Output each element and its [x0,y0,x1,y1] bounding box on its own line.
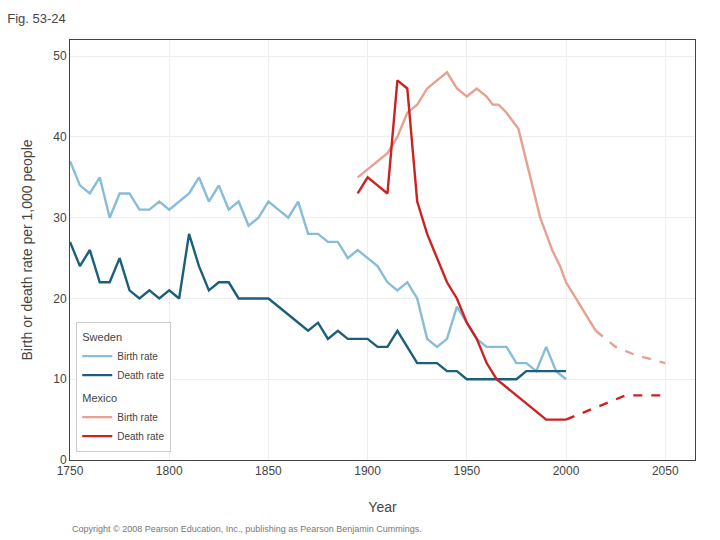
svg-text:Mexico: Mexico [82,392,117,404]
svg-text:Copyright © 2008 Pearson Educa: Copyright © 2008 Pearson Education, Inc.… [72,524,422,534]
svg-text:1900: 1900 [354,464,381,478]
svg-text:Death rate: Death rate [117,370,164,381]
svg-text:1800: 1800 [156,464,183,478]
svg-text:Sweden: Sweden [82,331,122,343]
svg-text:50: 50 [53,49,67,63]
svg-text:10: 10 [53,372,67,386]
svg-text:1850: 1850 [255,464,282,478]
svg-text:30: 30 [53,211,67,225]
svg-text:0: 0 [60,453,67,467]
svg-text:40: 40 [53,130,67,144]
svg-text:Death rate: Death rate [117,431,164,442]
svg-text:Year: Year [368,499,397,515]
svg-text:Birth rate: Birth rate [117,412,158,423]
svg-text:1950: 1950 [453,464,480,478]
svg-text:1750: 1750 [57,464,84,478]
svg-text:Birth rate: Birth rate [117,351,158,362]
svg-text:2050: 2050 [652,464,679,478]
svg-text:20: 20 [53,292,67,306]
svg-text:Birth or death rate per 1,000: Birth or death rate per 1,000 people [19,139,35,360]
svg-text:Fig. 53-24: Fig. 53-24 [7,11,66,26]
svg-text:2000: 2000 [553,464,580,478]
